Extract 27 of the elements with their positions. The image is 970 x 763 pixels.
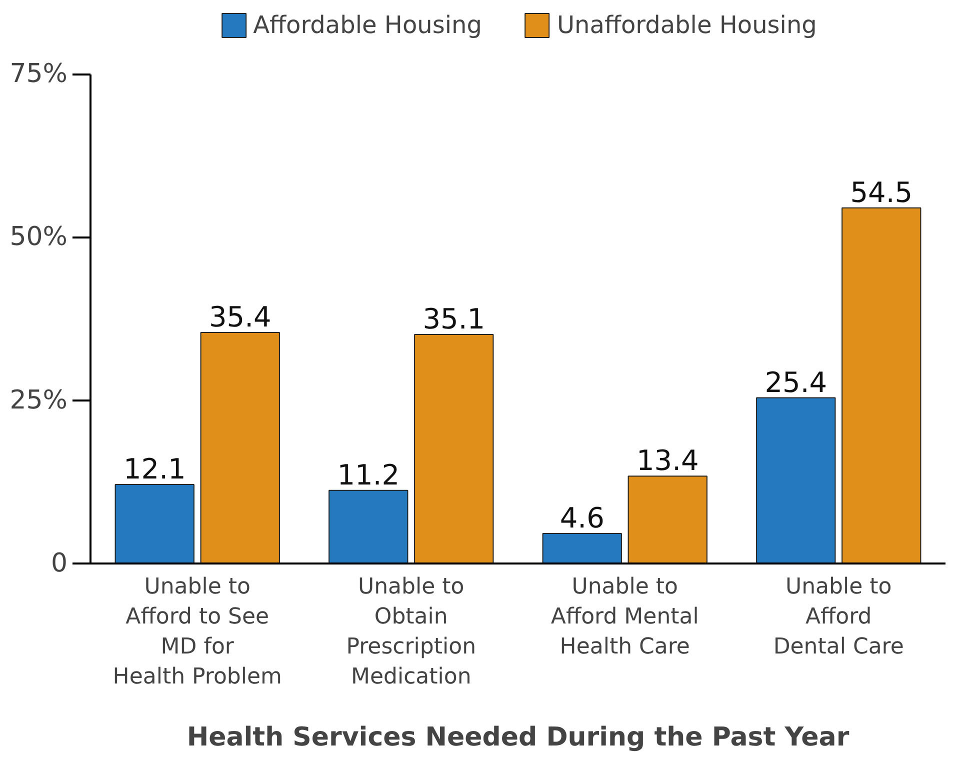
data-label: 25.4 xyxy=(764,366,828,399)
bar xyxy=(756,397,836,564)
data-label: 12.1 xyxy=(123,452,186,486)
legend-label: Unaffordable Housing xyxy=(556,11,817,39)
y-tick-label: 25% xyxy=(10,385,68,416)
x-tick-label: Unable to Afford Dental Care xyxy=(773,574,904,660)
bar xyxy=(328,490,408,564)
bar xyxy=(114,484,194,564)
data-label: 4.6 xyxy=(560,501,604,534)
bar xyxy=(842,207,922,564)
y-tick-label: 75% xyxy=(10,59,68,90)
data-label: 35.4 xyxy=(208,300,272,334)
bar xyxy=(200,332,280,564)
x-tick-label: Unable to Afford Mental Health Care xyxy=(550,574,699,660)
x-tick-label: Unable to Obtain Prescription Medication xyxy=(346,574,476,690)
data-label: 11.2 xyxy=(337,458,400,492)
bar xyxy=(542,532,622,564)
y-tick-label: 50% xyxy=(10,222,68,252)
data-label: 35.1 xyxy=(422,302,486,336)
legend-label: Affordable Housing xyxy=(253,11,482,39)
x-axis-title: Health Services Needed During the Past Year xyxy=(186,722,850,752)
bar xyxy=(628,476,708,564)
bar xyxy=(414,334,494,564)
x-tick-label: Unable to Afford to See MD for Health Problem xyxy=(112,574,282,690)
data-label: 13.4 xyxy=(636,444,699,478)
y-tick-label: 0 xyxy=(50,548,68,578)
data-label: 54.5 xyxy=(850,176,913,209)
